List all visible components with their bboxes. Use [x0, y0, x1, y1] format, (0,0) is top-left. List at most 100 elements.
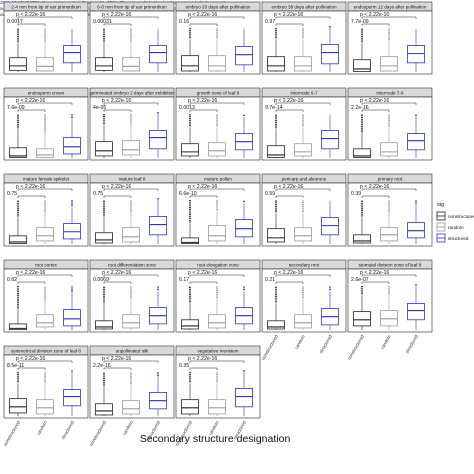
pvalue-top-18: p < 2.22e-16: [274, 270, 303, 276]
box-12-0: [181, 237, 199, 244]
box-20-1: [36, 399, 54, 415]
pvalue-top-11: p < 2.22e-16: [102, 184, 131, 190]
panel-title-16: root differentiation zone: [108, 263, 156, 268]
panel-title-13: pericarp and aleurone: [282, 177, 327, 182]
bracket-bottom-20: [17, 367, 46, 370]
box-15-2: [63, 309, 81, 327]
pvalue-bottom-6: 4e-05: [93, 105, 106, 111]
legend-label-0: nonstructured: [448, 214, 474, 219]
box-16-1: [122, 314, 140, 329]
box-8-1: [294, 143, 312, 157]
xtick-19-0: nonstructured: [346, 334, 365, 361]
panel-title-11: mature leaf 8: [119, 177, 146, 182]
panel-title-4: endosperm 12 days after pollination: [354, 5, 427, 10]
bracket-top-10: [17, 188, 73, 191]
box-22-0: [181, 399, 199, 415]
pvalue-bottom-5: 7.6e-09: [7, 105, 25, 111]
pvalue-bottom-22: 0.35: [179, 363, 189, 369]
box-15-0: [9, 323, 27, 330]
box-10-1: [36, 227, 54, 242]
box-6-0: [95, 141, 113, 157]
xtick-21-1: random: [122, 420, 134, 436]
box-13-1: [294, 227, 312, 242]
bracket-bottom-3: [275, 23, 304, 26]
pvalue-top-7: p < 2.22e-16: [188, 98, 217, 104]
box-21-1: [122, 400, 140, 415]
box-5-0: [9, 147, 27, 158]
bracket-top-4: [361, 16, 417, 19]
xtick-19-2: structured: [404, 334, 419, 355]
pvalue-bottom-19: 2.6e-07: [351, 277, 369, 283]
box-19-0: [353, 311, 371, 327]
box-13-0: [267, 228, 285, 243]
bracket-bottom-15: [17, 281, 46, 284]
pvalue-top-5: p < 2.22e-16: [16, 98, 45, 104]
bracket-bottom-21: [103, 367, 132, 370]
pvalue-top-10: p < 2.22e-16: [16, 184, 45, 190]
pvalue-bottom-16: 0.0069: [93, 277, 109, 283]
box-6-2: [149, 130, 167, 150]
pvalue-top-20: p < 2.22e-16: [16, 356, 45, 362]
box-1-1: [122, 57, 140, 72]
box-18-1: [294, 314, 312, 329]
bracket-bottom-4: [361, 23, 390, 26]
box-11-0: [95, 232, 113, 244]
bracket-bottom-0: [17, 23, 46, 26]
bracket-bottom-13: [275, 195, 304, 198]
bracket-bottom-19: [361, 281, 390, 284]
bracket-top-19: [361, 274, 417, 277]
bracket-bottom-16: [103, 281, 132, 284]
bracket-bottom-12: [189, 195, 218, 198]
pvalue-top-13: p < 2.22e-16: [274, 184, 303, 190]
box-2-0: [181, 55, 199, 72]
xtick-18-0: nonstructured: [260, 334, 279, 361]
bracket-top-14: [361, 188, 417, 191]
box-19-2: [407, 303, 425, 321]
box-3-0: [267, 56, 285, 72]
pvalue-top-4: p < 2.22e-16: [360, 12, 389, 18]
bracket-top-9: [361, 102, 417, 105]
pvalue-top-1: p < 2.22e-16: [102, 12, 131, 18]
box-1-2: [149, 45, 167, 64]
pvalue-top-12: p < 2.22e-16: [188, 184, 217, 190]
pvalue-top-14: p < 2.22e-16: [360, 184, 389, 190]
bracket-top-8: [275, 102, 331, 105]
box-20-0: [9, 398, 27, 414]
box-21-0: [95, 403, 113, 416]
bracket-top-7: [189, 102, 245, 105]
bracket-top-12: [189, 188, 245, 191]
pvalue-bottom-18: 0.21: [265, 277, 275, 283]
pvalue-top-0: p < 2.22e-16: [16, 12, 45, 18]
panel-title-2: embryo 20 days after pollination: [185, 5, 251, 10]
pvalue-bottom-4: 7.7e-09: [351, 19, 369, 25]
box-7-1: [208, 142, 226, 157]
box-18-0: [267, 320, 285, 330]
bracket-bottom-7: [189, 109, 218, 112]
panel-title-0: 2-4 mm from tip of ear primordium: [11, 5, 81, 10]
panel-title-18: secondary root: [289, 263, 320, 268]
xtick-18-2: structured: [318, 334, 333, 355]
bracket-bottom-1: [103, 23, 132, 26]
panel-title-6: germinated embryo 2 days after imbibitio…: [89, 91, 175, 96]
bracket-bottom-8: [275, 109, 304, 112]
bracket-top-21: [103, 360, 159, 363]
xtick-20-2: structured: [60, 420, 75, 441]
bracket-top-13: [275, 188, 331, 191]
panel-title-17: root elongation zone: [197, 263, 239, 268]
bracket-top-18: [275, 274, 331, 277]
box-9-2: [407, 133, 425, 151]
panel-title-7: growth zone of leaf 8: [197, 91, 240, 96]
box-14-0: [353, 234, 371, 244]
bracket-top-3: [275, 16, 331, 19]
pvalue-top-17: p < 2.22e-16: [188, 270, 217, 276]
box-20-2: [63, 389, 81, 407]
pvalue-top-16: p < 2.22e-16: [102, 270, 131, 276]
bracket-bottom-6: [103, 109, 132, 112]
bracket-bottom-11: [103, 195, 132, 198]
box-12-1: [208, 225, 226, 242]
legend-title: sig: [437, 202, 444, 208]
pvalue-bottom-0: 0.0017: [7, 19, 23, 25]
bracket-bottom-9: [361, 109, 390, 112]
pvalue-bottom-1: 0.00031: [93, 19, 112, 25]
bracket-top-16: [103, 274, 159, 277]
